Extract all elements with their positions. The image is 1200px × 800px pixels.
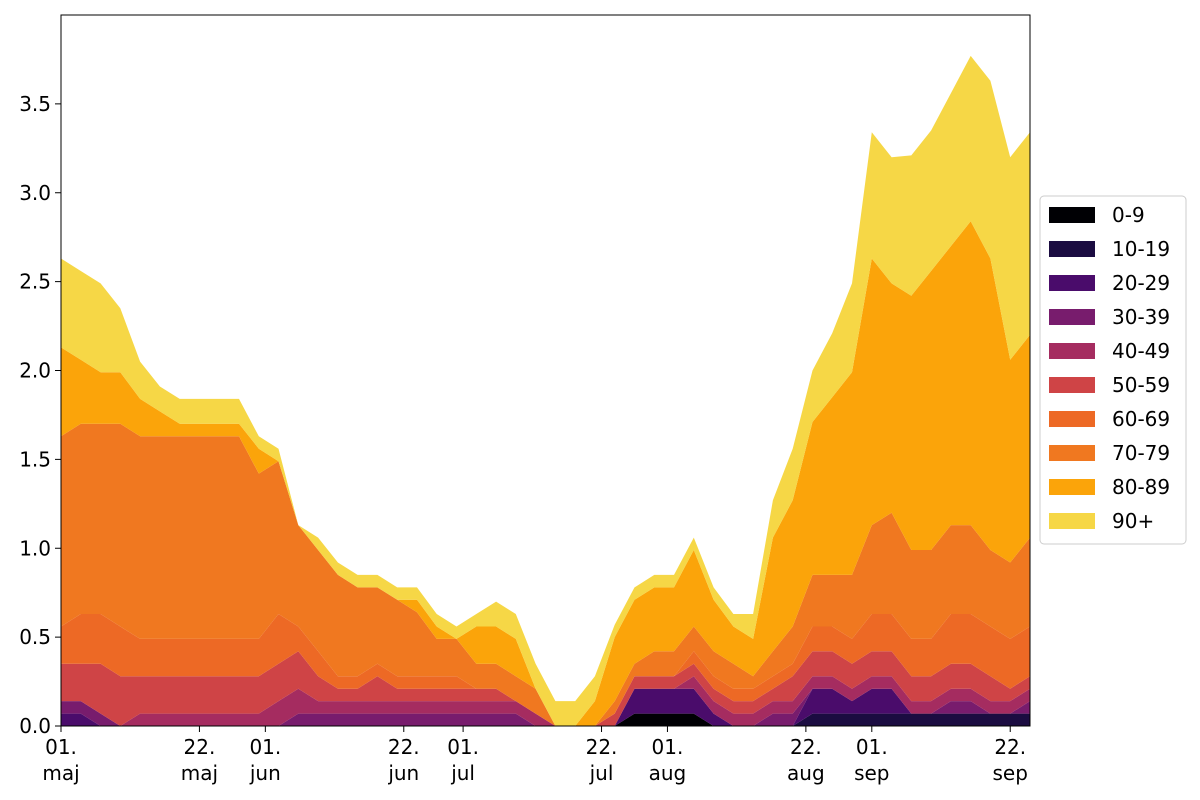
legend-swatch-20-29: [1049, 275, 1095, 291]
legend-label-90+: 90+: [1112, 509, 1154, 533]
x-tick-label-day: 22.: [994, 735, 1026, 759]
x-tick-label-month: aug: [787, 761, 825, 785]
legend-label-50-59: 50-59: [1112, 373, 1170, 397]
area-series-70-79: [61, 423, 1030, 726]
legend-label-20-29: 20-29: [1112, 271, 1170, 295]
legend-swatch-60-69: [1049, 411, 1095, 427]
x-tick-label-month: jul: [589, 761, 614, 785]
x-tick-label-day: 22.: [586, 735, 618, 759]
legend-swatch-0-9: [1049, 207, 1095, 223]
x-tick-label-day: 01.: [856, 735, 888, 759]
legend-swatch-90+: [1049, 513, 1095, 529]
legend-swatch-50-59: [1049, 377, 1095, 393]
area-series-10-19: [61, 713, 1030, 726]
x-tick-label-month: jul: [450, 761, 475, 785]
x-axis: 01.maj22.maj01.jun22.jun01.jul22.jul01.a…: [42, 726, 1028, 785]
legend-label-10-19: 10-19: [1112, 237, 1170, 261]
y-tick-label: 1.5: [19, 447, 51, 471]
y-axis: 0.0 0.5 1.0 1.5 2.0 2.5 3.0 3.5: [19, 92, 61, 738]
y-tick-label: 1.0: [19, 536, 51, 560]
legend-swatch-70-79: [1049, 445, 1095, 461]
legend-label-30-39: 30-39: [1112, 305, 1170, 329]
x-tick-label-day: 22.: [388, 735, 420, 759]
legend-label-40-49: 40-49: [1112, 339, 1170, 363]
legend-label-70-79: 70-79: [1112, 441, 1170, 465]
x-tick-label-day: 01.: [447, 735, 479, 759]
x-tick-label-day: 01.: [652, 735, 684, 759]
legend-swatch-10-19: [1049, 241, 1095, 257]
legend-label-60-69: 60-69: [1112, 407, 1170, 431]
x-tick-label-day: 01.: [45, 735, 77, 759]
x-tick-label-month: aug: [649, 761, 687, 785]
x-tick-label-month: sep: [854, 761, 889, 785]
x-tick-label-day: 22.: [790, 735, 822, 759]
x-tick-label-month: sep: [993, 761, 1028, 785]
x-tick-label-month: maj: [42, 761, 79, 785]
x-tick-label-month: jun: [249, 761, 281, 785]
y-tick-label: 0.0: [19, 714, 51, 738]
legend-swatch-40-49: [1049, 343, 1095, 359]
area-series-50-59: [61, 651, 1030, 726]
area-series-group: [61, 55, 1030, 726]
x-tick-label-day: 01.: [249, 735, 281, 759]
x-tick-label-month: maj: [181, 761, 218, 785]
legend-swatch-30-39: [1049, 309, 1095, 325]
x-tick-label-day: 22.: [184, 735, 216, 759]
y-tick-label: 2.0: [19, 359, 51, 383]
area-series-30-39: [61, 688, 1030, 726]
y-tick-label: 3.5: [19, 92, 51, 116]
legend: 0-9 10-19 20-29 30-39 40-49 50-59 60-69 70-79 80…: [1039, 195, 1187, 545]
legend-label-80-89: 80-89: [1112, 475, 1170, 499]
area-series-20-29: [61, 688, 1030, 726]
area-series-40-49: [61, 676, 1030, 726]
area-series-90+: [61, 55, 1030, 726]
legend-swatch-80-89: [1049, 479, 1095, 495]
y-tick-label: 3.0: [19, 181, 51, 205]
y-tick-label: 0.5: [19, 625, 51, 649]
area-series-80-89: [61, 221, 1030, 726]
legend-label-0-9: 0-9: [1112, 203, 1145, 227]
y-tick-label: 2.5: [19, 270, 51, 294]
area-series-60-69: [61, 614, 1030, 726]
x-tick-label-month: jun: [387, 761, 419, 785]
